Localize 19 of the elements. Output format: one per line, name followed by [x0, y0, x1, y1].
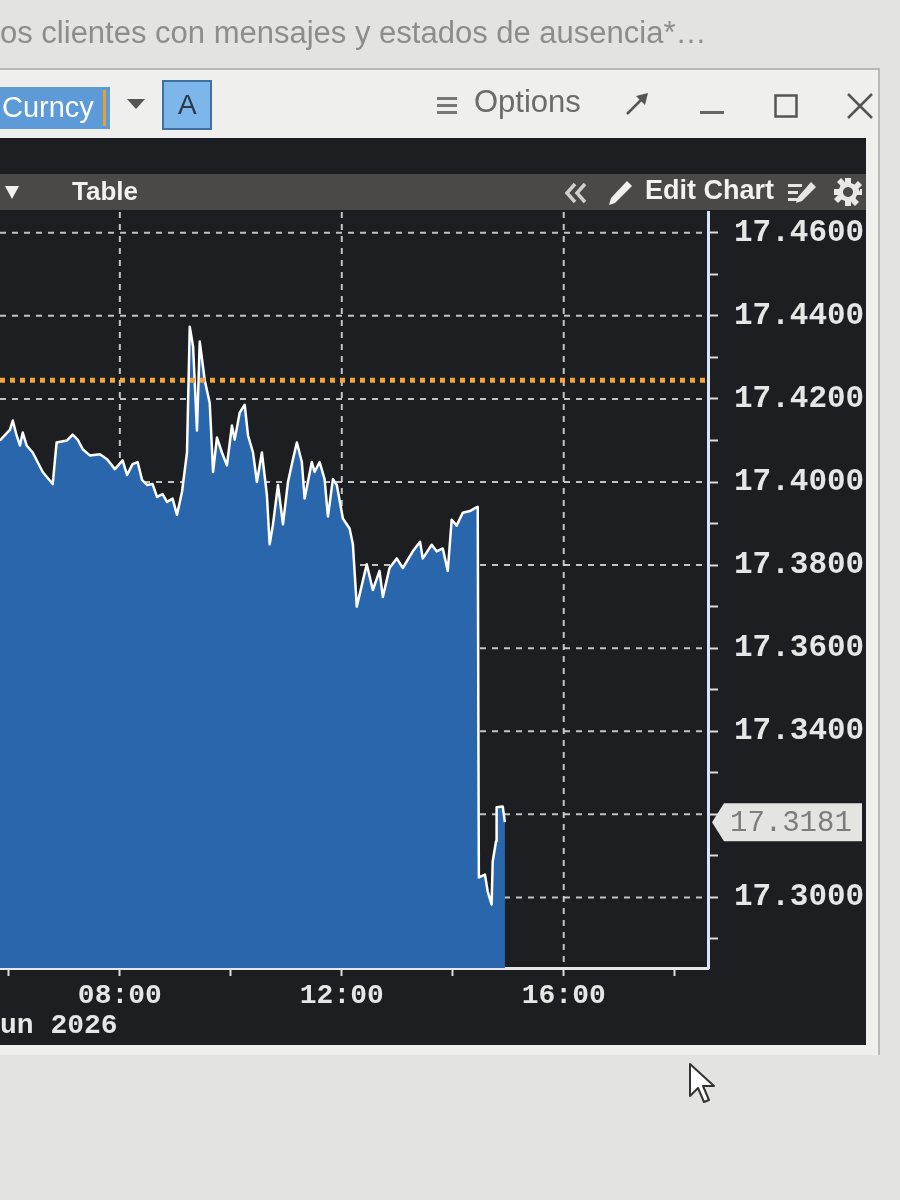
x-axis-title: un 2026 — [0, 1010, 118, 1042]
x-tick-label: 12:00 — [299, 979, 384, 1011]
x-tick-label: 16:00 — [521, 979, 606, 1011]
y-tick-label: 17.3000 — [734, 879, 865, 915]
y-tick-label: 17.3800 — [734, 546, 865, 582]
y-tick-label: 17.4600 — [734, 214, 865, 250]
y-tick-label: 17.4200 — [734, 380, 865, 416]
x-tick-label: 08:00 — [77, 979, 162, 1011]
text: Options — [474, 84, 581, 120]
text: 17.3181 — [730, 806, 852, 840]
text-field: Curncy — [0, 87, 110, 129]
text: Edit Chart — [645, 175, 775, 206]
button: A — [162, 80, 212, 130]
y-tick-label: 17.4000 — [734, 463, 865, 499]
y-tick-label: 17.3600 — [734, 629, 865, 665]
text: os clientes con mensajes y estados de ausencia*… — [0, 15, 707, 51]
y-tick-label: 17.3400 — [734, 713, 865, 749]
y-tick-label: 17.4400 — [734, 297, 865, 333]
text: Table — [72, 176, 138, 206]
